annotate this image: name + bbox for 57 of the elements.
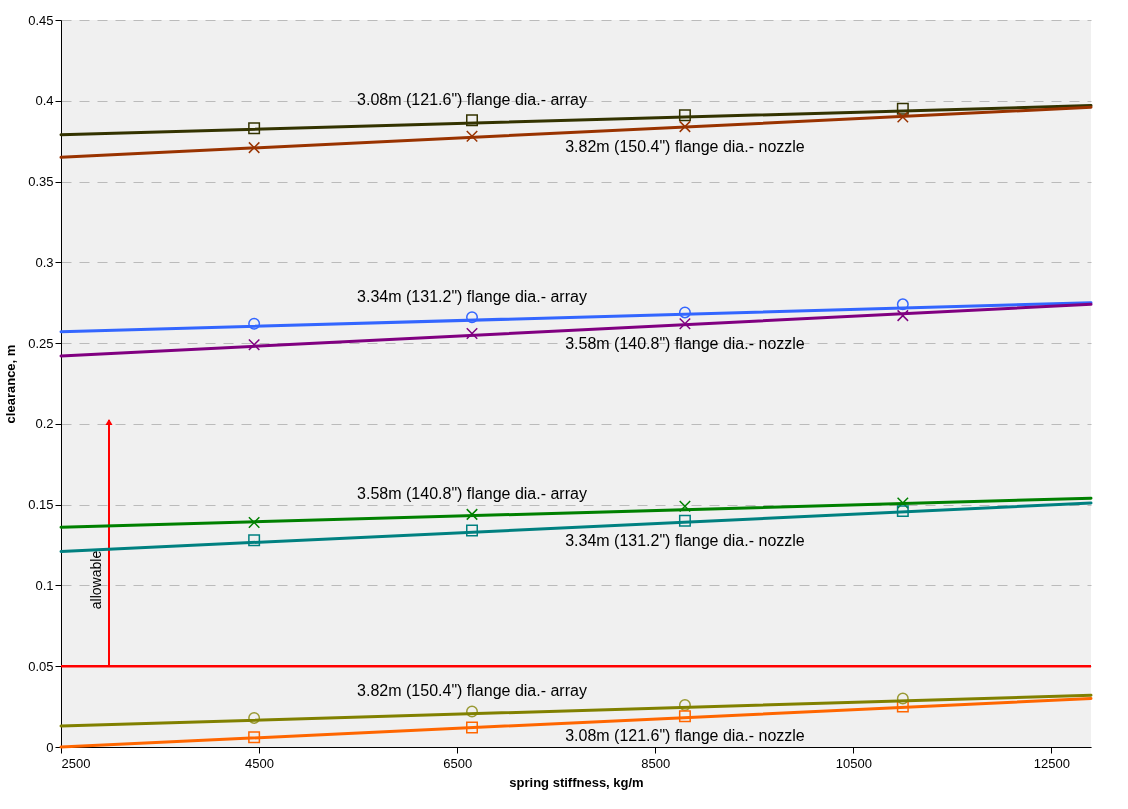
point: [248, 711, 261, 724]
point: [466, 327, 478, 340]
point: [466, 114, 478, 127]
point: [896, 102, 909, 115]
point: [466, 705, 478, 718]
series-label: 3.34m (131.2") flange dia.- nozzle: [565, 531, 805, 549]
y-tick-label: 0.4: [35, 93, 54, 109]
point: [248, 317, 261, 330]
x-tick-label: 8500: [641, 755, 671, 771]
point: [896, 298, 909, 311]
y-tick-label: 0.15: [28, 497, 54, 513]
point: [678, 120, 691, 133]
point: [896, 505, 909, 518]
point: [896, 692, 909, 705]
point: [466, 524, 478, 537]
point: [896, 309, 909, 322]
y-tick-label: 0.45: [28, 12, 54, 28]
x-tick-label: 4500: [245, 755, 275, 771]
point: [248, 338, 261, 351]
series-label: 3.58m (140.8") flange dia.- array: [357, 485, 587, 503]
y-tick-label: 0.3: [35, 254, 54, 270]
point: [678, 500, 691, 513]
series-label: 3.34m (131.2") flange dia.- array: [357, 288, 587, 306]
y-tick-label: 0.05: [28, 658, 54, 674]
point: [466, 508, 478, 521]
x-tick-label: 2500: [61, 755, 91, 771]
point: [678, 699, 691, 711]
point: [678, 317, 691, 330]
annotation: allowable: [88, 550, 104, 610]
point: [678, 306, 691, 319]
x-axis-title: spring stiffness, kg/m: [509, 774, 644, 790]
series-label: 3.58m (140.8") flange dia.- nozzle: [565, 334, 805, 352]
series-label: 3.82m (150.4") flange dia.- array: [357, 682, 587, 700]
y-tick-label: 0: [46, 739, 54, 755]
point: [248, 534, 261, 547]
series-label: 3.82m (150.4") flange dia.- nozzle: [565, 137, 805, 155]
point: [678, 514, 691, 527]
x-tick-label: 6500: [443, 755, 473, 771]
point: [896, 497, 909, 510]
point: [248, 731, 261, 744]
y-tick-label: 0.25: [28, 335, 54, 351]
series-label: 3.08m (121.6") flange dia.- array: [357, 91, 587, 109]
point: [248, 516, 261, 529]
point: [248, 141, 261, 154]
point: [248, 122, 261, 135]
point: [466, 721, 478, 734]
point: [678, 710, 691, 723]
y-axis-title: clearance, m: [3, 344, 19, 424]
x-tick-label: 10500: [835, 755, 872, 771]
y-tick-label: 0.2: [35, 416, 54, 432]
y-tick-label: 0.1: [35, 577, 54, 593]
point: [466, 311, 478, 324]
point: [678, 109, 691, 122]
series-label: 3.08m (121.6") flange dia.- nozzle: [565, 727, 805, 745]
point: [466, 130, 478, 143]
x-tick-label: 12500: [1033, 755, 1070, 771]
y-tick-label: 0.35: [28, 174, 54, 190]
